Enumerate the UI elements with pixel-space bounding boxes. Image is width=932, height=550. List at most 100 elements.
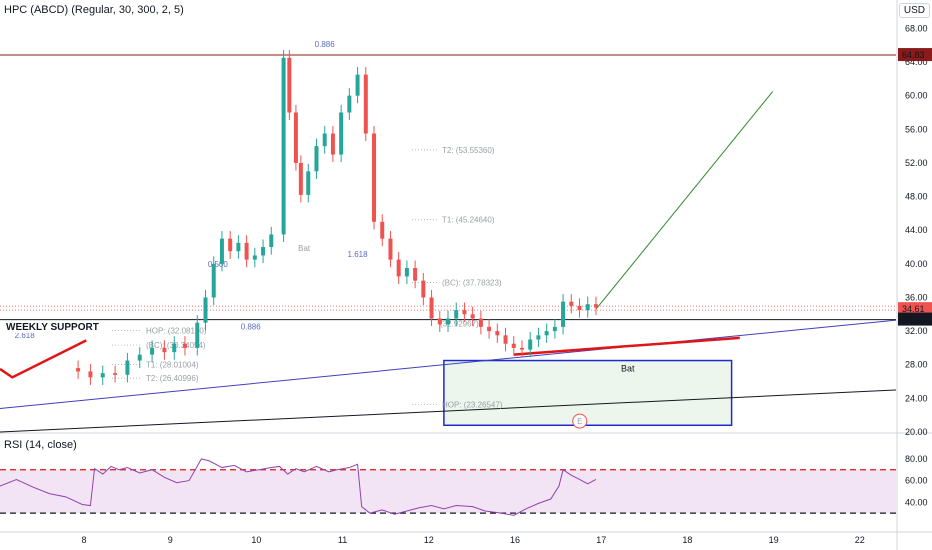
candle-body — [88, 371, 93, 378]
candle-body — [228, 238, 233, 252]
y-tick-label: 48.00 — [905, 192, 928, 202]
candle-body — [76, 368, 81, 372]
chart-title: HPC (ABCD) (Regular, 30, 300, 2, 5) — [4, 4, 184, 16]
candle-body — [552, 326, 557, 332]
y-tick-label: 20.00 — [905, 427, 928, 437]
y-tick-label: 60.00 — [905, 91, 928, 101]
candle-body — [236, 242, 241, 252]
candle-body — [211, 263, 216, 298]
x-tick-label: 9 — [168, 535, 173, 545]
ratio-label: 0.500 — [208, 260, 229, 269]
candle-body — [113, 373, 118, 375]
candle-body — [347, 95, 352, 113]
rsi-title: RSI (14, close) — [4, 439, 77, 451]
candle-body — [577, 305, 582, 311]
candle-body — [306, 171, 311, 195]
y-tick-label: 64.00 — [905, 57, 928, 67]
event-marker-label: E — [577, 417, 582, 426]
x-tick-label: 22 — [855, 535, 865, 545]
ratio-label: 1.618 — [348, 250, 369, 259]
candle-body — [339, 112, 344, 155]
weekly-support-label: WEEKLY SUPPORT — [4, 322, 101, 333]
small-level-label: (32.92967) — [440, 319, 479, 328]
candle-body — [446, 318, 450, 325]
last-price-tag: 34.61 — [902, 304, 925, 314]
y-tick-label: 36.00 — [905, 292, 928, 302]
candle-body — [203, 297, 208, 323]
candle-body — [314, 146, 319, 172]
candle-body — [172, 343, 177, 353]
candle-body — [470, 314, 475, 319]
candle-body — [569, 301, 574, 306]
candle-body — [454, 310, 459, 319]
candle-body — [330, 133, 335, 155]
early-red-trendline — [0, 339, 87, 379]
rsi-line — [0, 458, 597, 516]
ratio-label: 0.886 — [315, 40, 336, 49]
candle-body — [462, 310, 467, 315]
bat-pattern-label: Bat — [298, 244, 311, 253]
pattern-level-label: T1: (45.24640) — [442, 216, 495, 225]
pattern-level-label: T2: (53.55360) — [442, 146, 495, 155]
x-tick-label: 16 — [510, 535, 520, 545]
candle-body — [355, 74, 360, 96]
candle-body — [252, 255, 257, 260]
candle-body — [487, 326, 492, 332]
candle-body — [528, 339, 533, 350]
blue-trendline — [0, 319, 897, 409]
red-trendline — [513, 336, 740, 356]
resistance-price-tag-bg — [898, 48, 932, 62]
candle-body — [244, 242, 249, 260]
candle-body — [511, 343, 516, 348]
rsi-y-tick-label: 60.00 — [905, 476, 928, 486]
event-marker-icon — [572, 413, 588, 429]
candle-body — [413, 268, 418, 281]
small-level-label: HOP: (32.08150) — [146, 326, 207, 335]
candle-body — [495, 331, 500, 336]
y-tick-label: 40.00 — [905, 259, 928, 269]
rsi-y-tick-label: 40.00 — [905, 497, 928, 507]
candle-body — [281, 57, 286, 235]
candle-body — [287, 57, 292, 113]
candle-body — [421, 280, 426, 298]
candle-body — [372, 133, 377, 222]
support-price-tag-bg — [898, 312, 932, 326]
currency-button[interactable]: USD — [898, 3, 930, 18]
pattern-level-label: HOP: (23.26547) — [442, 401, 503, 410]
y-tick-label: 56.00 — [905, 124, 928, 134]
x-tick-label: 18 — [682, 535, 692, 545]
candle-body — [536, 335, 541, 340]
bat-zone-box — [443, 359, 733, 427]
candle-body — [269, 234, 274, 248]
pattern-level-label: (BC): (37.78323) — [442, 278, 502, 287]
candle-body — [561, 301, 566, 327]
small-level-label: T1: (28.01004) — [146, 361, 199, 370]
y-tick-label: 24.00 — [905, 393, 928, 403]
candle-body — [125, 360, 130, 375]
y-tick-label: 32.00 — [905, 326, 928, 336]
candle-body — [388, 238, 393, 260]
x-tick-label: 19 — [769, 535, 779, 545]
candle-body — [182, 343, 187, 348]
x-tick-label: 12 — [424, 535, 434, 545]
candle-body — [137, 354, 142, 361]
candle-body — [503, 335, 508, 344]
candle-body — [162, 347, 167, 353]
y-tick-label: 44.00 — [905, 225, 928, 235]
last-price-tag-bg — [898, 302, 932, 316]
y-tick-label: 68.00 — [905, 23, 928, 33]
candle-body — [363, 74, 368, 134]
candle-body — [100, 373, 105, 378]
candle-body — [519, 347, 524, 350]
ratio-label: 0.886 — [241, 322, 262, 331]
candle-body — [195, 322, 200, 348]
ratio-label: 2.618 — [15, 331, 36, 340]
rsi-band-fill — [0, 469, 896, 514]
bat-box-label: Bat — [621, 363, 635, 373]
candle-body — [293, 112, 298, 163]
rsi-y-tick-label: 80.00 — [905, 454, 928, 464]
support-price-tag: 33.37 — [902, 315, 925, 325]
candle-body — [380, 221, 385, 239]
candle-body — [429, 297, 434, 319]
